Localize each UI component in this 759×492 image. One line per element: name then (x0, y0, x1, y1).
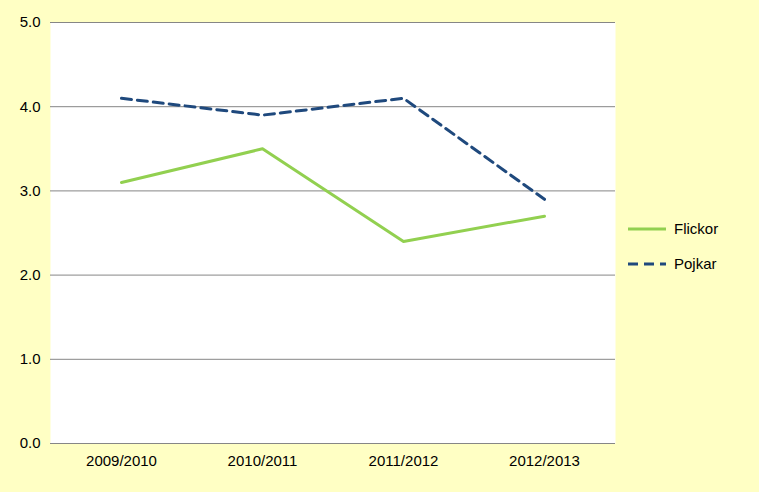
svg-text:2011/2012: 2011/2012 (369, 452, 439, 469)
svg-text:5.0: 5.0 (20, 13, 41, 30)
svg-text:3.0: 3.0 (20, 182, 41, 199)
svg-text:2009/2010: 2009/2010 (86, 452, 157, 469)
svg-text:0.0: 0.0 (20, 434, 41, 451)
html-text:Pojkar: Pojkar (674, 255, 717, 272)
svg-text:2.0: 2.0 (20, 266, 41, 283)
html-text:Flickor: Flickor (674, 220, 719, 237)
svg-text:2012/2013: 2012/2013 (509, 452, 580, 469)
svg-text:2010/2011: 2010/2011 (228, 452, 298, 469)
svg-text:1.0: 1.0 (20, 350, 41, 367)
svg-text:4.0: 4.0 (20, 98, 41, 115)
